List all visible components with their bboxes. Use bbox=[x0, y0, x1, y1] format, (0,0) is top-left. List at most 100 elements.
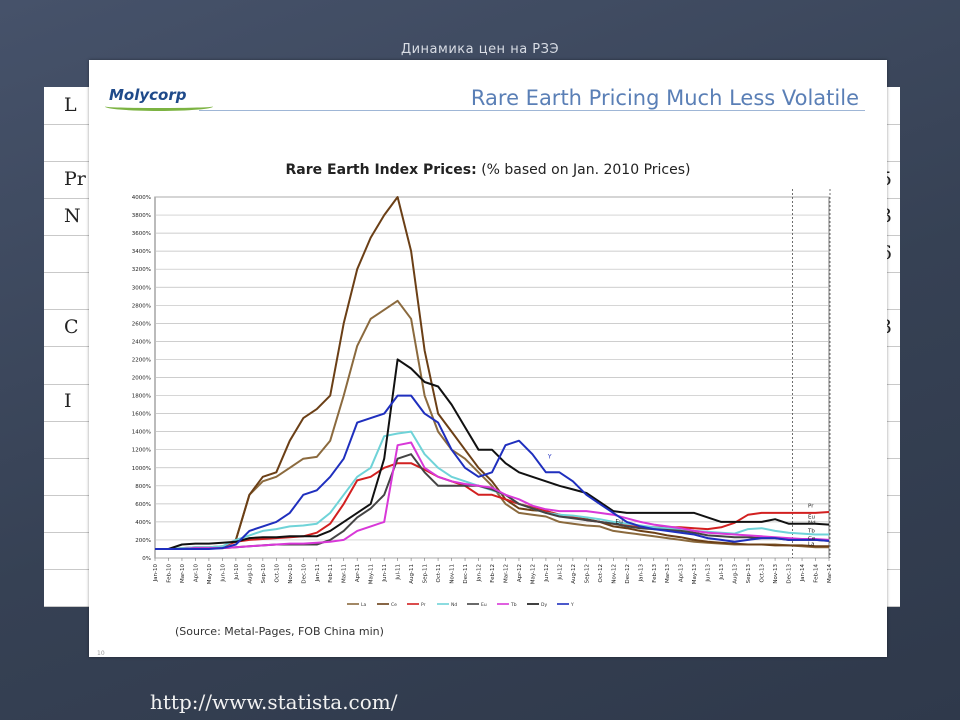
y-tick-label: 400% bbox=[135, 520, 151, 526]
y-tick-label: 3800% bbox=[132, 213, 151, 219]
chart-title: Rare Earth Index Prices: (% based on Jan… bbox=[89, 162, 887, 178]
x-tick-label: Aug-12 bbox=[571, 564, 577, 584]
x-tick-label: Feb-14 bbox=[814, 564, 820, 583]
end-label: Nd bbox=[808, 521, 816, 527]
line-chart: 0% 200% 400% 600% 800% 1000% 1200% 1400% 1600% 18… bbox=[132, 189, 833, 608]
inline-label-eu: Eu bbox=[615, 519, 623, 526]
series-line-dy bbox=[155, 358, 830, 550]
end-label: Ce bbox=[808, 536, 816, 542]
x-tick-label: Jul-13 bbox=[719, 564, 725, 581]
x-tick-label: Oct-13 bbox=[760, 564, 766, 583]
x-tick-label: Sep-12 bbox=[584, 564, 590, 583]
chart-title-bold: Rare Earth Index Prices: bbox=[285, 162, 477, 178]
y-tick-label: 2800% bbox=[132, 303, 151, 309]
y-tick-label: 3200% bbox=[132, 267, 151, 273]
end-label: Tb bbox=[807, 529, 815, 535]
y-tick-label: 1200% bbox=[132, 448, 151, 454]
x-tick-label: Jan-12 bbox=[477, 564, 483, 582]
y-tick-label: 200% bbox=[135, 538, 151, 544]
x-tick-label: Jun-12 bbox=[544, 564, 550, 583]
source-url: http://www.statista.com/ bbox=[150, 690, 398, 714]
page-number: 10 bbox=[97, 650, 105, 657]
series-line-y bbox=[155, 394, 830, 550]
x-tick-label: May-12 bbox=[530, 564, 536, 584]
y-tick-label: 1800% bbox=[132, 394, 151, 400]
x-tick-label: Mar-10 bbox=[180, 564, 186, 584]
x-tick-label: Nov-11 bbox=[450, 564, 456, 584]
legend-entry: Y bbox=[570, 602, 574, 608]
x-tick-label: Sep-13 bbox=[746, 564, 752, 584]
y-tick-label: 0% bbox=[142, 556, 151, 562]
x-tick-label: Jan-11 bbox=[315, 564, 321, 582]
molycorp-logo: Molycorp bbox=[109, 86, 187, 104]
series-line-tb bbox=[155, 441, 830, 550]
chart-source: (Source: Metal-Pages, FOB China min) bbox=[175, 625, 384, 638]
x-tick-label: Aug-11 bbox=[409, 564, 415, 584]
y-tick-label: 600% bbox=[135, 502, 151, 508]
y-tick-label: 1000% bbox=[132, 466, 151, 472]
x-tick-label: Mar-12 bbox=[503, 564, 509, 583]
x-tick-label: Jun-11 bbox=[382, 564, 388, 583]
x-tick-label: Feb-13 bbox=[652, 564, 658, 583]
series-line-ce bbox=[155, 196, 829, 550]
end-label: La bbox=[808, 541, 814, 547]
logo-swoosh-icon bbox=[105, 102, 213, 111]
x-tick-label: Sep-10 bbox=[261, 564, 267, 584]
legend-entry: Eu bbox=[481, 602, 487, 608]
y-tick-label: 3000% bbox=[132, 285, 151, 291]
x-tick-label: Jun-10 bbox=[220, 564, 226, 583]
x-tick-label: May-13 bbox=[692, 564, 698, 585]
x-tick-label: Oct-10 bbox=[274, 564, 280, 583]
end-label: Pr bbox=[808, 503, 814, 509]
x-tick-label: Apr-11 bbox=[355, 564, 361, 582]
x-tick-label: Nov-10 bbox=[288, 564, 294, 584]
x-tick-label: Aug-13 bbox=[733, 564, 739, 584]
x-tick-label: Apr-13 bbox=[679, 564, 685, 583]
table-cell-left: N bbox=[64, 204, 81, 227]
header-rule bbox=[199, 110, 865, 111]
x-tick-label: Jul-11 bbox=[396, 564, 402, 581]
x-tick-label: May-10 bbox=[207, 564, 213, 585]
table-cell-left: Pr bbox=[64, 167, 86, 190]
x-tick-label: Feb-11 bbox=[328, 564, 334, 583]
y-tick-label: 4000% bbox=[132, 195, 151, 201]
x-tick-label: Mar-14 bbox=[827, 564, 833, 584]
legend-entry: Tb bbox=[510, 602, 517, 608]
x-tick-label: Oct-12 bbox=[598, 564, 604, 583]
table-cell-left: L bbox=[64, 93, 77, 116]
series-line-pr bbox=[155, 462, 830, 550]
x-tick-label: Jan-14 bbox=[800, 564, 806, 583]
x-tick-label: Oct-11 bbox=[436, 564, 442, 583]
x-tick-label: Nov-12 bbox=[611, 564, 617, 584]
table-cell-left: C bbox=[64, 315, 79, 338]
legend-entry: Pr bbox=[421, 602, 426, 608]
header-title: Rare Earth Pricing Much Less Volatile bbox=[470, 86, 859, 110]
y-tick-label: 1400% bbox=[132, 430, 151, 436]
x-tick-label: Nov-13 bbox=[773, 564, 779, 584]
x-tick-label: Jun-13 bbox=[706, 564, 712, 583]
legend-entry: La bbox=[361, 602, 367, 608]
x-tick-label: Dec-11 bbox=[463, 564, 469, 584]
y-tick-label: 2600% bbox=[132, 321, 151, 327]
inline-label-y: Y bbox=[547, 454, 552, 461]
x-tick-label: Mar-13 bbox=[665, 564, 671, 584]
x-tick-label: Apr-12 bbox=[517, 564, 523, 582]
x-tick-label: Jul-10 bbox=[234, 564, 240, 581]
x-tick-label: Dec-10 bbox=[301, 564, 307, 584]
x-tick-label: Aug-10 bbox=[247, 564, 253, 584]
x-tick-label: Dec-12 bbox=[625, 564, 631, 584]
x-tick-label: May-11 bbox=[369, 564, 375, 584]
chart-title-rest: (% based on Jan. 2010 Prices) bbox=[476, 162, 691, 178]
y-tick-label: 2000% bbox=[132, 376, 151, 382]
y-tick-label: 2200% bbox=[132, 357, 151, 363]
y-tick-label: 800% bbox=[135, 484, 151, 490]
x-tick-label: Apr-10 bbox=[193, 564, 199, 583]
legend-entry: Dy bbox=[541, 602, 547, 608]
legend-entry: Nd bbox=[451, 602, 457, 608]
x-tick-label: Feb-12 bbox=[490, 564, 496, 583]
slide-title: Динамика цен на РЗЭ bbox=[400, 42, 560, 57]
x-tick-label: Jan-10 bbox=[153, 564, 159, 583]
y-tick-label: 1600% bbox=[132, 412, 151, 418]
chart-screenshot: Molycorp Rare Earth Pricing Much Less Vo… bbox=[89, 60, 887, 657]
x-tick-label: Feb-10 bbox=[166, 564, 172, 583]
